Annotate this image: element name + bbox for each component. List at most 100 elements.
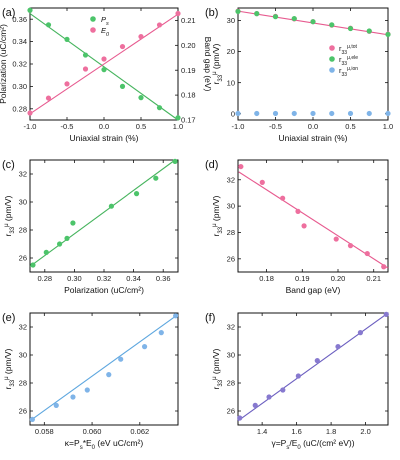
y2-axis-label: Band gap (eV) xyxy=(203,37,213,92)
x-axis-label: Band gap (eV) xyxy=(286,285,341,295)
x-tick-label: 0.20 xyxy=(331,274,346,283)
y-tick-label: 28 xyxy=(19,226,27,235)
data-point xyxy=(238,163,244,170)
x-tick-label: 1.8 xyxy=(326,427,336,436)
data-point xyxy=(259,179,265,185)
data-point xyxy=(156,105,163,111)
x-tick-label: 1.0 xyxy=(383,122,393,131)
x-tick-label: 0.062 xyxy=(130,427,149,436)
x-tick-label: 0.28 xyxy=(37,274,52,283)
data-point xyxy=(366,110,372,117)
y-tick-label: 28 xyxy=(227,379,235,388)
x-tick-label: -0.5 xyxy=(61,122,74,131)
x-tick-label: 0.21 xyxy=(366,274,381,283)
data-point xyxy=(101,67,107,73)
y-tick-label: 26 xyxy=(19,407,27,416)
panel-e: 0.058 0.060 0.062 26 28 30 32 κ=Ps*E0 (eV uC/cm… xyxy=(2,312,179,451)
y-tick-label: 0.32 xyxy=(12,60,27,69)
fit-line xyxy=(238,171,389,269)
plot-frame xyxy=(237,159,389,273)
y-axis-label: r33μ (pm/V) xyxy=(3,348,16,389)
data-point xyxy=(329,22,335,28)
y-tick-label: 0.30 xyxy=(12,82,27,91)
data-point xyxy=(43,249,49,255)
data-point xyxy=(84,387,90,393)
x-axis-label: γ=Ps/E0 (uC/(cm² eV)) xyxy=(271,438,354,451)
x-axis-label: Uniaxial strain (%) xyxy=(279,133,348,143)
x-axis-label: Uniaxial strain (%) xyxy=(70,133,139,143)
panel-a: -1.0 -0.5 0.0 0.5 1.0 0.28 0.30 0.32 0.34 0.36 0.1… xyxy=(0,7,213,143)
x-tick-label: 0.18 xyxy=(259,274,274,283)
x-tick-label: 0.30 xyxy=(67,274,82,283)
x-tick-label: 0.19 xyxy=(295,274,310,283)
y-axis-label: r33μ (pm/V) xyxy=(211,195,224,236)
plot-frame xyxy=(237,312,389,426)
y-tick-label: 20 xyxy=(227,47,235,56)
data-point xyxy=(141,344,148,350)
x-tick-label: 0.058 xyxy=(35,427,54,436)
data-point xyxy=(291,110,297,117)
fit-line xyxy=(29,313,179,422)
data-point xyxy=(310,110,316,117)
y-axis-label: r33μ (pm/V) xyxy=(211,348,224,389)
panel-label: (d) xyxy=(205,159,218,171)
y-axis-label: r33μ (pm/V) xyxy=(211,43,224,84)
y-tick-label: 0.34 xyxy=(12,37,27,46)
legend-marker xyxy=(329,45,335,51)
data-point xyxy=(314,358,320,364)
data-point xyxy=(237,415,243,421)
y-tick-label: 10 xyxy=(227,78,235,87)
panel-d: 0.18 0.19 0.20 0.21 26 28 30 32 Band gap (eV) r33… xyxy=(205,159,389,295)
y-tick-label: 32 xyxy=(227,323,235,332)
data-point xyxy=(70,394,76,400)
fit-line xyxy=(29,13,179,115)
y-tick-label: 0.28 xyxy=(12,104,27,113)
y-tick-label: 0 xyxy=(231,109,235,118)
y-axis-label: Polarization (uC/cm²) xyxy=(0,24,8,104)
data-point xyxy=(64,81,70,87)
panel-c: 0.28 0.30 0.32 0.34 0.36 26 28 30 32 Polarization… xyxy=(2,158,179,295)
data-point xyxy=(235,8,241,15)
panel-label: (a) xyxy=(2,7,15,19)
y-tick-label: 30 xyxy=(227,16,235,25)
data-point xyxy=(235,110,241,117)
y-tick-label: 28 xyxy=(227,228,235,237)
data-point xyxy=(45,95,52,101)
legend-marker xyxy=(329,67,335,73)
panel-label: (c) xyxy=(2,159,15,171)
y-tick-label: 32 xyxy=(19,170,27,179)
data-point xyxy=(106,372,112,378)
plot-frame xyxy=(237,7,389,121)
data-point xyxy=(133,191,140,197)
data-point xyxy=(357,330,364,336)
x-tick-label: 1.6 xyxy=(291,427,301,436)
y-tick-label: 30 xyxy=(227,202,235,211)
data-point xyxy=(335,344,341,350)
data-point xyxy=(156,22,163,28)
data-point xyxy=(27,110,33,116)
fit-line xyxy=(29,13,179,121)
panel-label: (f) xyxy=(205,312,215,324)
data-point xyxy=(158,330,164,336)
x-axis-label: κ=Ps*E0 (eV uC/cm²) xyxy=(65,438,144,451)
x-tick-label: 0.060 xyxy=(83,427,102,436)
legend-label: E0 xyxy=(101,26,110,38)
y-axis-label: r33μ (pm/V) xyxy=(3,195,16,236)
x-tick-label: 0.5 xyxy=(345,122,355,131)
legend-label: r33μ,ele xyxy=(339,55,358,67)
legend-label: r33μ,ion xyxy=(339,66,358,78)
x-axis-label: Polarization (uC/cm²) xyxy=(64,285,144,295)
x-tick-label: 1.0 xyxy=(173,122,183,131)
y2-tick-label: 0.19 xyxy=(181,66,196,75)
data-point xyxy=(347,25,354,32)
y-tick-label: 26 xyxy=(19,254,27,263)
data-point xyxy=(272,14,279,20)
data-point xyxy=(295,373,301,379)
y-tick-label: 26 xyxy=(227,407,235,416)
data-point xyxy=(175,10,181,17)
plot-frame xyxy=(29,312,179,426)
data-point xyxy=(27,7,33,13)
y-tick-label: 30 xyxy=(19,198,27,207)
data-point xyxy=(30,262,36,268)
data-point xyxy=(64,235,70,241)
